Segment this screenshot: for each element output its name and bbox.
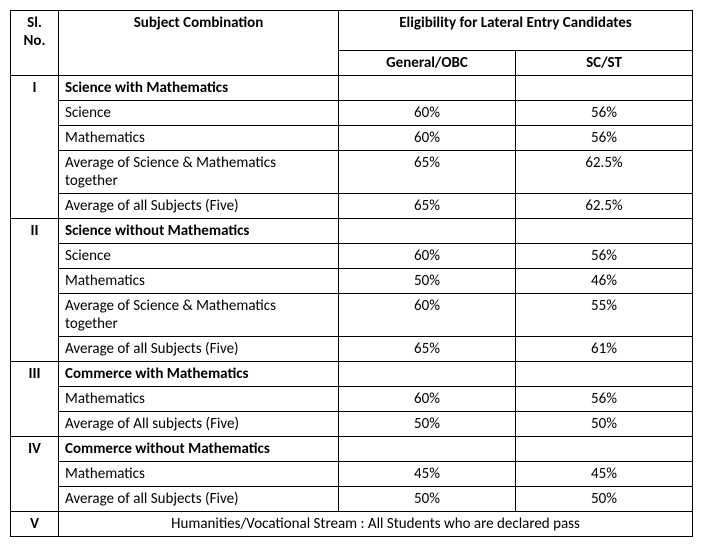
row-scst: 56%	[516, 126, 693, 151]
row-scst: 50%	[516, 412, 693, 437]
row-gen: 65%	[339, 194, 516, 219]
row-label: Average of all Subjects (Five)	[59, 337, 339, 362]
cell-empty	[516, 219, 693, 244]
row-gen: 60%	[339, 126, 516, 151]
header-elig: Eligibility for Lateral Entry Candidates	[339, 11, 693, 51]
cell-empty	[339, 437, 516, 462]
row-label: Average of All subjects (Five)	[59, 412, 339, 437]
row-label: Science	[59, 244, 339, 269]
row-gen: 60%	[339, 294, 516, 337]
header-scst: SC/ST	[516, 51, 693, 76]
header-gen: General/OBC	[339, 51, 516, 76]
header-subject: Subject Combination	[59, 11, 339, 76]
row-label: Mathematics	[59, 126, 339, 151]
cell-empty	[516, 362, 693, 387]
section-num: III	[11, 362, 59, 437]
row-label: Mathematics	[59, 387, 339, 412]
row-gen: 50%	[339, 412, 516, 437]
row-label: Average of Science & Mathematics togethe…	[59, 151, 339, 194]
section-title: Science with Mathematics	[59, 76, 339, 101]
row-scst: 61%	[516, 337, 693, 362]
row-scst: 56%	[516, 387, 693, 412]
row-scst: 50%	[516, 487, 693, 512]
row-gen: 45%	[339, 462, 516, 487]
cell-empty	[339, 219, 516, 244]
row-gen: 60%	[339, 244, 516, 269]
row-gen: 60%	[339, 101, 516, 126]
header-slno: Sl. No.	[11, 11, 59, 76]
section-title: Science without Mathematics	[59, 219, 339, 244]
cell-empty	[339, 362, 516, 387]
cell-empty	[516, 76, 693, 101]
row-scst: 62.5%	[516, 194, 693, 219]
row-scst: 46%	[516, 269, 693, 294]
row-scst: 62.5%	[516, 151, 693, 194]
row-gen: 65%	[339, 151, 516, 194]
section-num: IV	[11, 437, 59, 512]
final-text: Humanities/Vocational Stream : All Stude…	[59, 512, 693, 537]
row-label: Average of Science & Mathematics togethe…	[59, 294, 339, 337]
section-num: II	[11, 219, 59, 362]
section-title: Commerce with Mathematics	[59, 362, 339, 387]
row-scst: 55%	[516, 294, 693, 337]
row-label: Mathematics	[59, 462, 339, 487]
cell-empty	[516, 437, 693, 462]
row-scst: 45%	[516, 462, 693, 487]
row-gen: 50%	[339, 487, 516, 512]
eligibility-table: Sl. No.Subject CombinationEligibility fo…	[10, 10, 693, 537]
row-gen: 60%	[339, 387, 516, 412]
row-label: Science	[59, 101, 339, 126]
row-gen: 65%	[339, 337, 516, 362]
section-title: Commerce without Mathematics	[59, 437, 339, 462]
row-gen: 50%	[339, 269, 516, 294]
cell-empty	[339, 76, 516, 101]
section-num: V	[11, 512, 59, 537]
row-scst: 56%	[516, 101, 693, 126]
row-label: Average of all Subjects (Five)	[59, 194, 339, 219]
row-label: Average of all Subjects (Five)	[59, 487, 339, 512]
row-label: Mathematics	[59, 269, 339, 294]
section-num: I	[11, 76, 59, 219]
row-scst: 56%	[516, 244, 693, 269]
